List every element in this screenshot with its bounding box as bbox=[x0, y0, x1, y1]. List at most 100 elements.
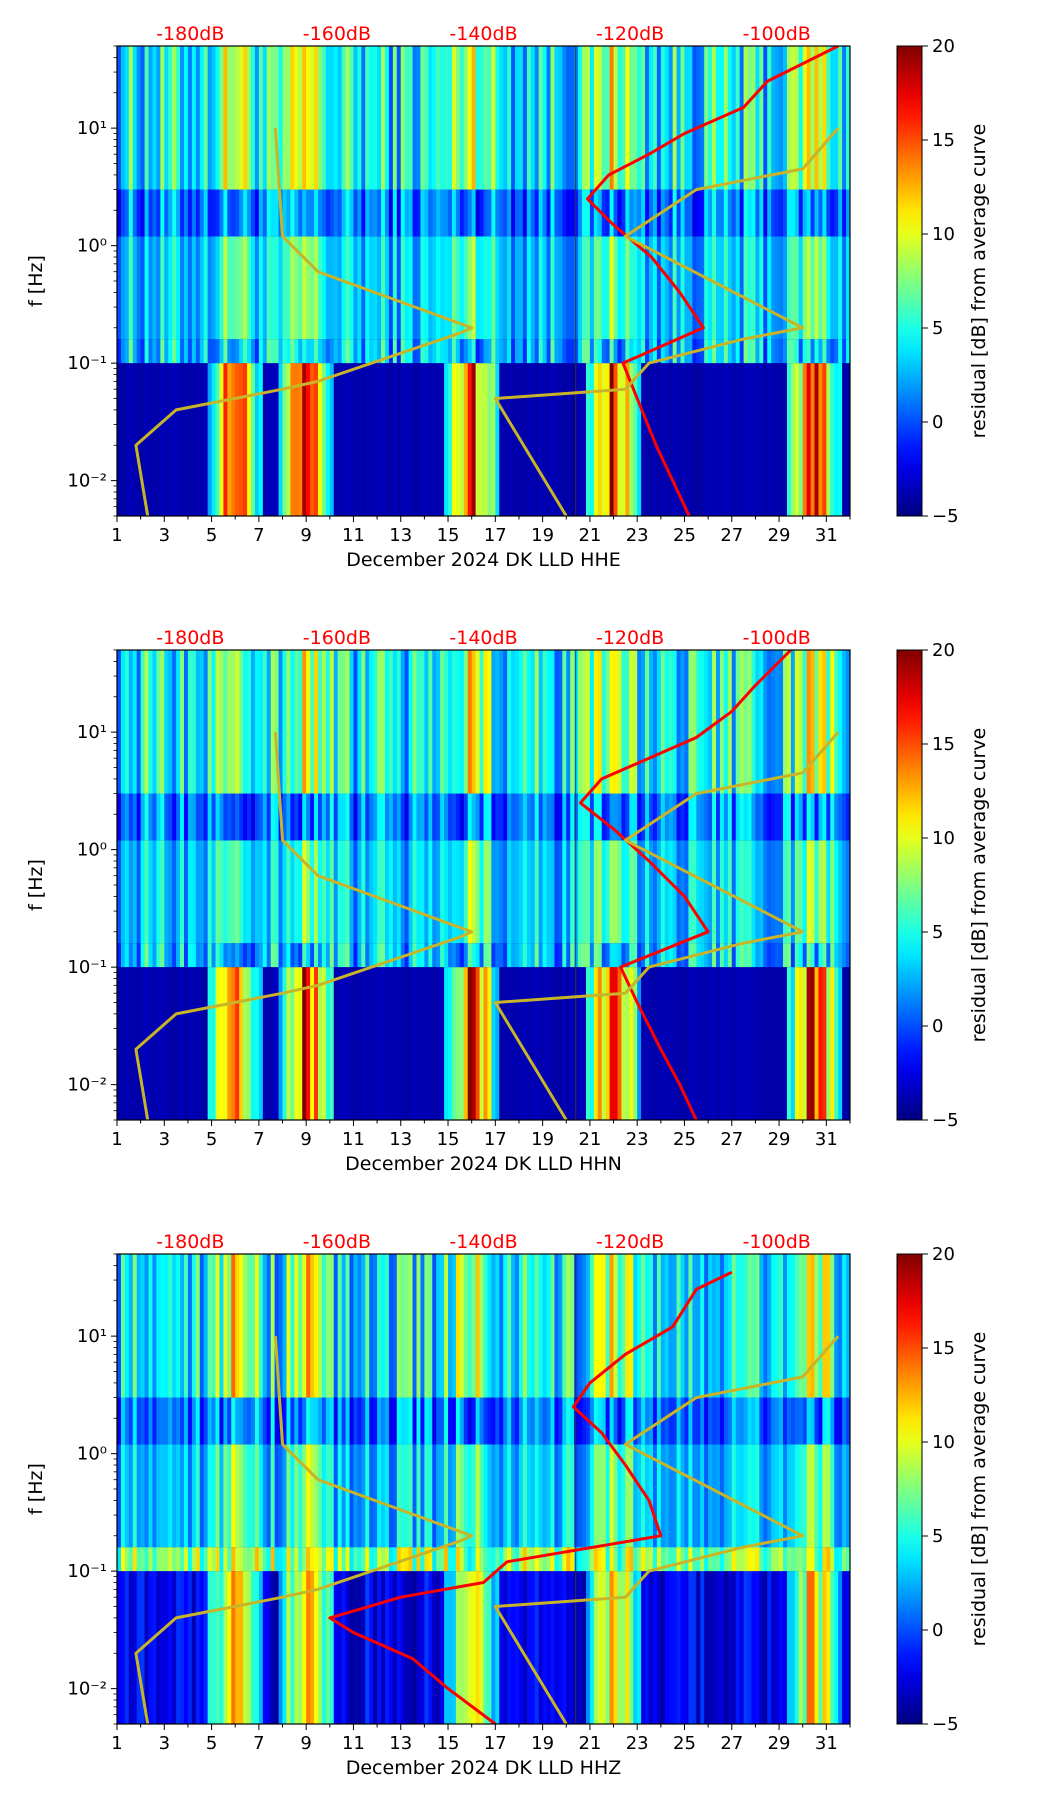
spectrogram-cell bbox=[266, 793, 272, 841]
spectrogram-cell bbox=[692, 189, 697, 237]
spectrogram-cell bbox=[136, 967, 142, 1120]
spectrogram-cell bbox=[463, 840, 469, 944]
spectrogram-cell bbox=[542, 339, 548, 364]
spectrogram-cell bbox=[345, 967, 351, 1120]
spectrogram-cell bbox=[160, 1397, 165, 1445]
spectrogram-cell bbox=[621, 1547, 626, 1572]
spectrogram-cell bbox=[794, 967, 800, 1120]
spectrogram-cell bbox=[534, 46, 540, 190]
spectrogram-cell bbox=[814, 363, 820, 516]
spectrogram-cell bbox=[495, 339, 500, 364]
spectrogram-cell bbox=[132, 1254, 138, 1398]
spectrogram-cell bbox=[239, 189, 244, 237]
spectrogram-cell bbox=[727, 46, 733, 190]
spectrogram-cell bbox=[424, 840, 429, 944]
spectrogram-cell bbox=[144, 967, 150, 1120]
spectrogram-cell bbox=[518, 650, 524, 794]
spectrogram-cell bbox=[593, 967, 599, 1120]
x-tick-label: 25 bbox=[673, 1733, 696, 1754]
colorbar-tick-label: 10 bbox=[932, 828, 955, 849]
spectrogram-cell bbox=[369, 967, 374, 1120]
spectrogram-cell bbox=[719, 650, 725, 794]
spectrogram-cell bbox=[814, 650, 820, 794]
noise-model-line bbox=[134, 732, 474, 1120]
spectrogram-cell bbox=[164, 189, 169, 237]
spectrogram-cell bbox=[183, 793, 189, 841]
spectrogram-cell bbox=[396, 236, 402, 340]
spectrogram-cell bbox=[727, 1547, 733, 1572]
spectrogram-cell bbox=[582, 363, 587, 516]
spectrogram-cell bbox=[349, 236, 355, 340]
spectrogram-cell bbox=[451, 1397, 457, 1445]
spectrogram-cell bbox=[231, 967, 236, 1120]
spectrogram-cell bbox=[522, 339, 528, 364]
spectrogram-cell bbox=[716, 1397, 721, 1445]
spectrogram-cell bbox=[302, 943, 307, 968]
spectrogram-cell bbox=[227, 1571, 232, 1724]
spectrogram-cell bbox=[672, 1571, 678, 1724]
spectrogram-cell bbox=[625, 943, 630, 968]
spectrogram-cell bbox=[672, 363, 678, 516]
spectrogram-cell bbox=[487, 46, 492, 190]
spectrogram-cell bbox=[278, 339, 284, 364]
top-db-label: -160dB bbox=[303, 23, 371, 45]
spectrogram-cell bbox=[511, 967, 516, 1120]
spectrogram-cell bbox=[345, 943, 351, 968]
spectrogram-cell bbox=[783, 339, 788, 364]
spectrogram-cell bbox=[392, 1397, 398, 1445]
spectrogram-cell bbox=[684, 840, 690, 944]
spectrogram-cell bbox=[459, 840, 465, 944]
spectrogram-cell bbox=[558, 967, 563, 1120]
spectrogram-cell bbox=[716, 1444, 721, 1548]
spectrogram-cell bbox=[515, 1397, 520, 1445]
spectrogram-cell bbox=[266, 1397, 272, 1445]
spectrogram-cell bbox=[716, 1571, 721, 1724]
spectrogram-cell bbox=[794, 793, 800, 841]
spectrogram-cell bbox=[357, 650, 362, 794]
spectrogram-cell bbox=[507, 189, 512, 237]
spectrogram-cell bbox=[534, 1254, 540, 1398]
spectrogram-cell bbox=[684, 1254, 690, 1398]
spectrogram-cell bbox=[739, 46, 745, 190]
spectrogram-cell bbox=[570, 1547, 575, 1572]
spectrogram-cell bbox=[298, 1397, 303, 1445]
spectrogram-cell bbox=[199, 363, 205, 516]
spectrogram-cell bbox=[392, 1254, 398, 1398]
spectrogram-cell bbox=[842, 339, 847, 364]
spectrogram-cell bbox=[274, 650, 280, 794]
spectrogram-cell bbox=[550, 1254, 556, 1398]
spectrogram-cell bbox=[518, 1397, 524, 1445]
spectrogram-cell bbox=[735, 650, 741, 794]
spectrogram-cell bbox=[814, 967, 820, 1120]
spectrogram-cell bbox=[716, 943, 721, 968]
spectrogram-cell bbox=[727, 1571, 733, 1724]
spectrogram-cell bbox=[231, 363, 236, 516]
spectrogram-cell bbox=[672, 1444, 678, 1548]
spectrogram-cell bbox=[128, 1397, 134, 1445]
spectrogram-cell bbox=[203, 1254, 209, 1398]
spectrogram-cell bbox=[120, 967, 126, 1120]
spectrogram-cell bbox=[436, 363, 441, 516]
spectrogram-cell bbox=[381, 339, 386, 364]
spectrogram-cell bbox=[759, 189, 764, 237]
y-tick-label: 10¹ bbox=[77, 118, 107, 139]
spectrogram-cell bbox=[542, 943, 548, 968]
spectrogram-cell bbox=[120, 1571, 126, 1724]
spectrogram-cell bbox=[578, 1571, 583, 1724]
spectrogram-cell bbox=[731, 650, 737, 794]
spectrogram-cell bbox=[365, 967, 370, 1120]
spectrogram-cell bbox=[578, 363, 583, 516]
spectrogram-cell bbox=[708, 46, 713, 190]
colorbar-tick-label: 20 bbox=[932, 640, 955, 661]
spectrogram-cell bbox=[660, 1571, 666, 1724]
spectrogram-cell bbox=[286, 1547, 291, 1572]
spectrogram-cell bbox=[779, 1444, 784, 1548]
spectrogram-cell bbox=[172, 1397, 177, 1445]
spectrogram-cell bbox=[148, 46, 154, 190]
x-tick-label: 3 bbox=[159, 1129, 170, 1150]
spectrogram-cell bbox=[759, 1397, 764, 1445]
spectrogram-cell bbox=[424, 1254, 429, 1398]
spectrogram-cell bbox=[814, 189, 820, 237]
spectrogram-cell bbox=[593, 46, 599, 190]
spectrogram-cell bbox=[790, 1571, 796, 1724]
